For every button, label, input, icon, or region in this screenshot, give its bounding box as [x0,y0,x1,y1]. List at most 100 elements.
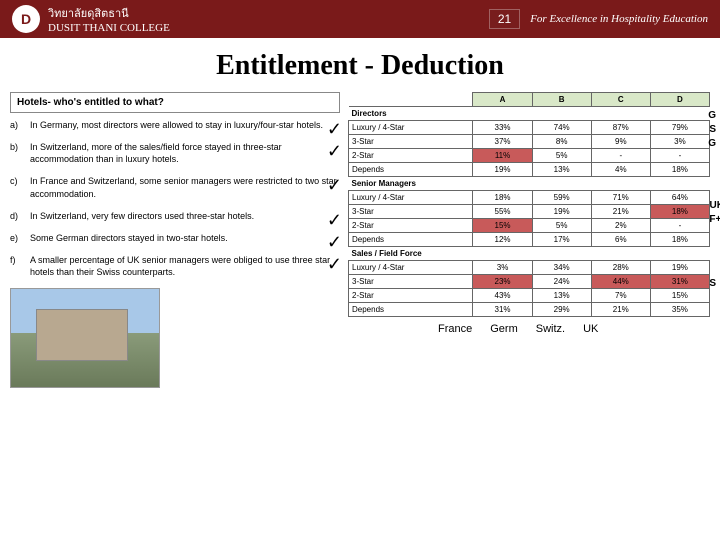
content-area: Hotels- who's entitled to what? a) In Ger… [0,92,720,388]
hotel-photo [10,288,160,388]
statement-text: Some German directors stayed in two-star… [30,232,340,244]
slide-title: Entitlement - Deduction [0,50,720,82]
annotation-dir-g1: G [708,110,716,121]
data-cell: 19% [532,205,591,219]
row-label: Luxury / 4-Star [349,121,473,135]
data-cell: 55% [473,205,532,219]
data-cell: 71% [591,191,650,205]
data-cell: 29% [532,303,591,317]
label-switz: Switz. [536,323,565,335]
data-cell: 19% [473,163,532,177]
data-cell: 6% [591,233,650,247]
col-header: D [650,93,709,107]
college-name-block: วิทยาลัยดุสิตธานี DUSIT THANI COLLEGE [48,4,170,34]
data-cell: 79% [650,121,709,135]
row-label: 2-Star [349,219,473,233]
data-cell: 12% [473,233,532,247]
row-label: 2-Star [349,289,473,303]
label-germ: Germ [490,323,518,335]
label-france: France [438,323,472,335]
row-label: Depends [349,233,473,247]
header-left: D วิทยาลัยดุสิตธานี DUSIT THANI COLLEGE [12,4,170,34]
annotation-sm-uk: UK [710,200,720,211]
data-cell: 19% [650,261,709,275]
data-cell: 3% [473,261,532,275]
row-label: 3-Star [349,135,473,149]
statements-list: a) In Germany, most directors were allowe… [10,119,340,278]
data-cell: 3% [650,135,709,149]
statement-letter: a) [10,119,24,131]
data-cell: 34% [532,261,591,275]
data-cell: 31% [473,303,532,317]
question-heading: Hotels- who's entitled to what? [10,92,340,113]
data-cell: 17% [532,233,591,247]
data-cell: 5% [532,219,591,233]
statement-letter: b) [10,141,24,165]
annotation-sf-s: S [709,278,716,289]
entitlement-table: ABCDDirectorsLuxury / 4-Star33%74%87%79%… [348,92,710,317]
statement-letter: e) [10,232,24,244]
data-cell: 18% [650,163,709,177]
data-cell: 18% [473,191,532,205]
statement: b)In Switzerland, more of the sales/fiel… [10,141,340,165]
data-cell: 13% [532,163,591,177]
data-cell: 2% [591,219,650,233]
data-cell: 64% [650,191,709,205]
statement-text: In Germany, most directors were allowed … [30,119,340,131]
thai-name: วิทยาลัยดุสิตธานี [48,4,170,22]
data-cell: 8% [532,135,591,149]
section-header: Directors [349,107,710,121]
slide-header: D วิทยาลัยดุสิตธานี DUSIT THANI COLLEGE … [0,0,720,38]
data-cell: 15% [650,289,709,303]
check-icon: ✓ [327,252,342,276]
data-cell: 15% [473,219,532,233]
data-cell: - [650,149,709,163]
annotation-sm-fs: F+S [709,214,720,225]
col-header: B [532,93,591,107]
data-cell: 37% [473,135,532,149]
data-cell: 74% [532,121,591,135]
data-cell: 43% [473,289,532,303]
check-icon: ✓ [327,208,342,232]
data-cell: 28% [591,261,650,275]
statement-letter: f) [10,254,24,278]
data-cell: - [591,149,650,163]
statement-letter: c) [10,175,24,199]
data-cell: 5% [532,149,591,163]
col-header: A [473,93,532,107]
section-header: Sales / Field Force [349,247,710,261]
data-cell: 13% [532,289,591,303]
country-labels: France Germ Switz. UK [348,323,710,335]
data-cell: 35% [650,303,709,317]
data-cell: 33% [473,121,532,135]
page-number: 21 [489,9,520,29]
statement-text: In France and Switzerland, some senior m… [30,175,340,199]
statement: a) In Germany, most directors were allowe… [10,119,340,131]
data-cell: 31% [650,275,709,289]
row-label: 2-Star [349,149,473,163]
label-uk: UK [583,323,598,335]
row-label: 3-Star [349,275,473,289]
check-icon: ✓ [327,117,342,141]
data-cell: 24% [532,275,591,289]
data-cell: 23% [473,275,532,289]
data-cell: 59% [532,191,591,205]
statement: c)In France and Switzerland, some senior… [10,175,340,199]
annotation-dir-g2: G [708,138,716,149]
col-header: C [591,93,650,107]
statement-text: In Switzerland, very few directors used … [30,210,340,222]
data-cell: 21% [591,205,650,219]
data-cell: 18% [650,205,709,219]
data-cell: 21% [591,303,650,317]
header-right: 21 For Excellence in Hospitality Educati… [489,9,708,29]
left-column: Hotels- who's entitled to what? a) In Ger… [10,92,340,388]
data-cell: 44% [591,275,650,289]
row-label: Luxury / 4-Star [349,191,473,205]
data-cell: 4% [591,163,650,177]
statement: f)A smaller percentage of UK senior mana… [10,254,340,278]
data-cell: 7% [591,289,650,303]
data-cell: - [650,219,709,233]
data-cell: 87% [591,121,650,135]
statement-text: In Switzerland, more of the sales/field … [30,141,340,165]
annotation-dir-s: S [709,124,716,135]
